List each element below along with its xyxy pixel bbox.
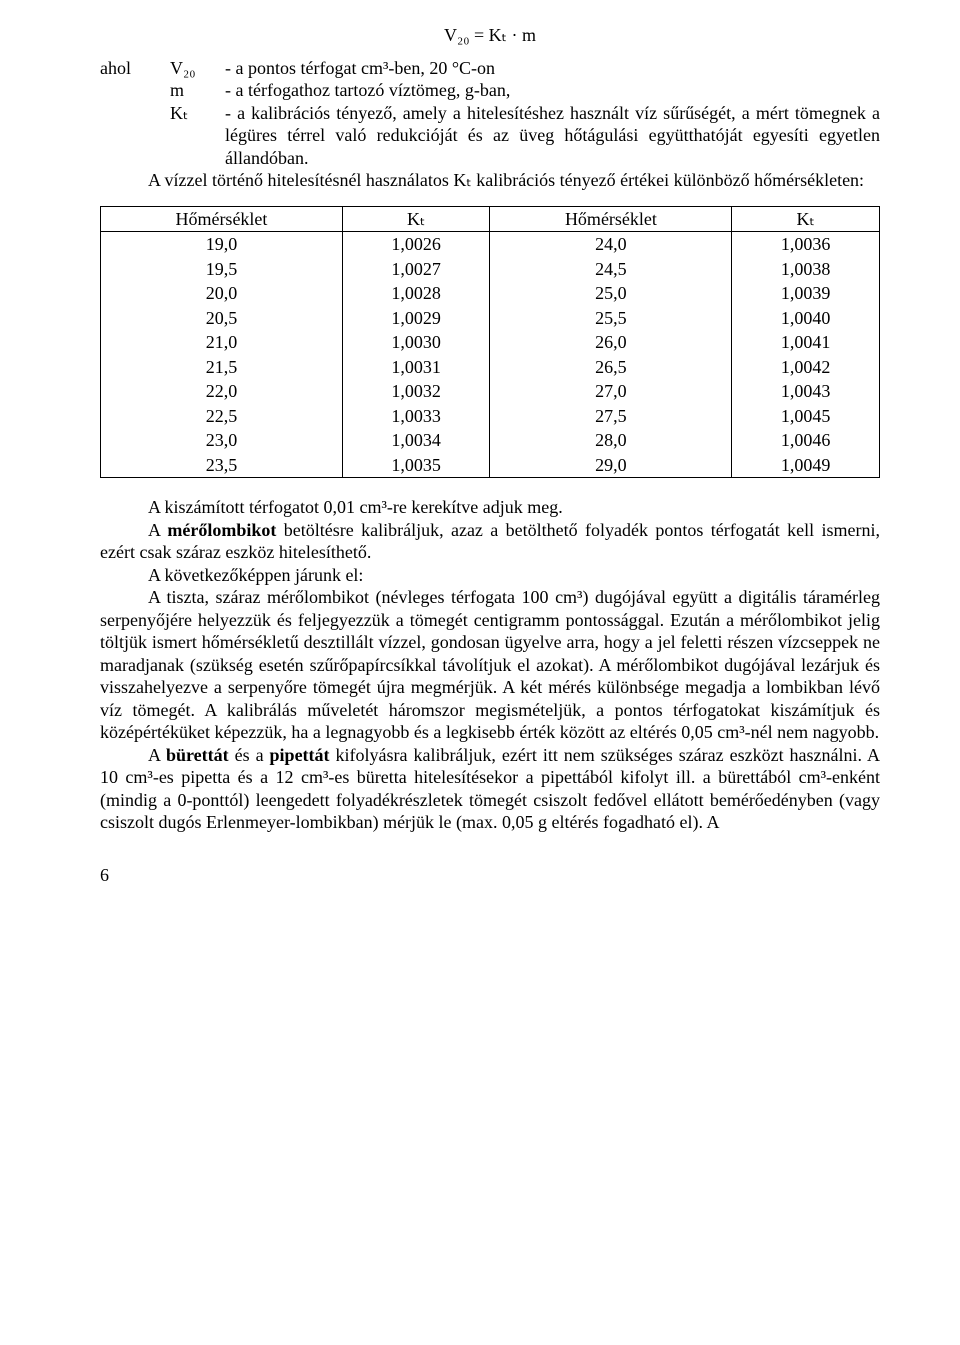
- table-cell: 1,0038: [732, 257, 880, 282]
- table-cell: 1,0032: [342, 379, 490, 404]
- table-cell: 25,0: [490, 281, 732, 306]
- table-row: 19,01,002624,01,0036: [101, 232, 880, 257]
- table-cell: 20,5: [101, 306, 343, 331]
- definition-text: - a pontos térfogat cm³-ben, 20 °C-on: [225, 57, 880, 80]
- paragraph: A következőképpen járunk el:: [100, 564, 880, 587]
- table-cell: 1,0027: [342, 257, 490, 282]
- table-cell: 24,0: [490, 232, 732, 257]
- table-cell: 1,0035: [342, 453, 490, 478]
- table-cell: 1,0030: [342, 330, 490, 355]
- table-cell: 25,5: [490, 306, 732, 331]
- table-header: Hőmérséklet: [101, 206, 343, 232]
- table-cell: 21,5: [101, 355, 343, 380]
- table-row: 22,51,003327,51,0045: [101, 404, 880, 429]
- bold-term: bürettát: [166, 745, 229, 765]
- table-cell: 1,0046: [732, 428, 880, 453]
- definition-list: ahol V₂₀ - a pontos térfogat cm³-ben, 20…: [100, 57, 880, 170]
- table-cell: 29,0: [490, 453, 732, 478]
- page-number: 6: [100, 864, 880, 887]
- text: és a: [229, 745, 270, 765]
- paragraph: A kiszámított térfogatot 0,01 cm³-re ker…: [100, 496, 880, 519]
- table-cell: 26,0: [490, 330, 732, 355]
- table-row: 21,51,003126,51,0042: [101, 355, 880, 380]
- table-cell: 28,0: [490, 428, 732, 453]
- table-cell: 1,0045: [732, 404, 880, 429]
- text: A: [148, 745, 166, 765]
- table-row: 21,01,003026,01,0041: [101, 330, 880, 355]
- table-cell: 1,0036: [732, 232, 880, 257]
- definition-symbol: Kₜ: [170, 102, 225, 170]
- table-cell: 1,0042: [732, 355, 880, 380]
- table-cell: 22,5: [101, 404, 343, 429]
- definition-text: - a térfogathoz tartozó víztömeg, g-ban,: [225, 79, 880, 102]
- table-cell: 26,5: [490, 355, 732, 380]
- definition-lead: ahol: [100, 57, 170, 80]
- table-cell: 27,5: [490, 404, 732, 429]
- table-cell: 1,0026: [342, 232, 490, 257]
- paragraph: A bürettát és a pipettát kifolyásra kali…: [100, 744, 880, 834]
- bold-term: pipettát: [270, 745, 330, 765]
- table-cell: 1,0040: [732, 306, 880, 331]
- table-cell: 1,0031: [342, 355, 490, 380]
- table-cell: 1,0041: [732, 330, 880, 355]
- table-cell: 1,0034: [342, 428, 490, 453]
- table-cell: 1,0043: [732, 379, 880, 404]
- table-cell: 19,0: [101, 232, 343, 257]
- formula: V₂₀ = Kₜ · m: [100, 24, 880, 47]
- table-header: Kₜ: [342, 206, 490, 232]
- definition-text: - a kalibrációs tényező, amely a hiteles…: [225, 102, 880, 170]
- calibration-table: Hőmérséklet Kₜ Hőmérséklet Kₜ 19,01,0026…: [100, 206, 880, 479]
- table-cell: 23,0: [101, 428, 343, 453]
- table-cell: 27,0: [490, 379, 732, 404]
- table-row: 23,01,003428,01,0046: [101, 428, 880, 453]
- table-row: 19,51,002724,51,0038: [101, 257, 880, 282]
- table-cell: 1,0029: [342, 306, 490, 331]
- table-cell: 22,0: [101, 379, 343, 404]
- bold-term: mérőlombikot: [167, 520, 276, 540]
- definition-symbol: V₂₀: [170, 57, 225, 80]
- table-cell: 1,0039: [732, 281, 880, 306]
- text: A: [148, 520, 167, 540]
- paragraph: A tiszta, száraz mérőlombikot (névleges …: [100, 586, 880, 744]
- table-cell: 1,0033: [342, 404, 490, 429]
- table-row: 20,01,002825,01,0039: [101, 281, 880, 306]
- table-cell: 24,5: [490, 257, 732, 282]
- table-row: 20,51,002925,51,0040: [101, 306, 880, 331]
- table-header: Kₜ: [732, 206, 880, 232]
- paragraph-intro-table: A vízzel történő hitelesítésnél használa…: [100, 169, 880, 192]
- table-cell: 21,0: [101, 330, 343, 355]
- table-cell: 19,5: [101, 257, 343, 282]
- table-cell: 1,0028: [342, 281, 490, 306]
- table-row: 23,51,003529,01,0049: [101, 453, 880, 478]
- paragraph: A mérőlombikot betöltésre kalibráljuk, a…: [100, 519, 880, 564]
- table-cell: 20,0: [101, 281, 343, 306]
- table-cell: 23,5: [101, 453, 343, 478]
- definition-symbol: m: [170, 79, 225, 102]
- table-header: Hőmérséklet: [490, 206, 732, 232]
- table-row: 22,01,003227,01,0043: [101, 379, 880, 404]
- table-cell: 1,0049: [732, 453, 880, 478]
